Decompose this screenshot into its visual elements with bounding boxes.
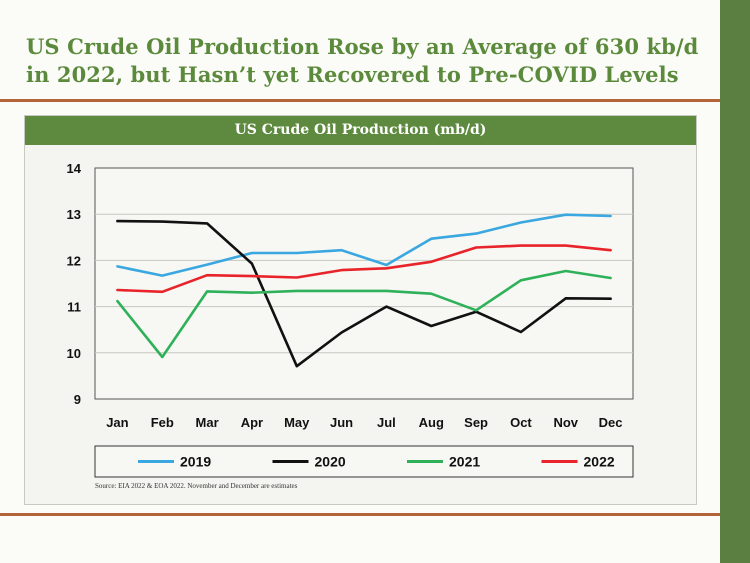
x-tick-label: Apr <box>241 415 263 430</box>
x-tick-label: Mar <box>196 415 219 430</box>
y-tick-label: 13 <box>67 207 81 222</box>
series-line-2019 <box>116 213 612 277</box>
x-tick-label: Nov <box>553 415 578 430</box>
series-line-2021 <box>116 269 612 359</box>
x-tick-label: Jan <box>106 415 128 430</box>
x-tick-label: Sep <box>464 415 488 430</box>
y-tick-label: 12 <box>67 253 81 268</box>
x-tick-label: Feb <box>151 415 174 430</box>
x-tick-label: Dec <box>599 415 623 430</box>
series-line-2020 <box>116 219 612 368</box>
x-tick-label: Aug <box>419 415 444 430</box>
source-note: Source: EIA 2022 & EOA 2022. November an… <box>95 482 298 490</box>
y-tick-label: 14 <box>67 161 82 176</box>
y-tick-label: 10 <box>67 346 81 361</box>
legend-label-2022: 2022 <box>584 454 615 470</box>
plot-area <box>94 167 634 400</box>
x-tick-label: Oct <box>510 415 532 430</box>
x-tick-label: May <box>284 415 310 430</box>
y-tick-label: 9 <box>74 392 81 407</box>
legend-label-2020: 2020 <box>315 454 346 470</box>
series-line-2022 <box>116 244 612 294</box>
chart-title: US Crude Oil Production (mb/d) <box>25 116 696 145</box>
side-accent-bar <box>720 0 750 563</box>
x-tick-label: Jun <box>330 415 353 430</box>
legend-label-2021: 2021 <box>449 454 480 470</box>
y-tick-label: 11 <box>67 300 81 315</box>
legend-label-2019: 2019 <box>180 454 211 470</box>
slide-headline: US Crude Oil Production Rose by an Avera… <box>26 34 699 87</box>
bottom-divider <box>0 513 720 516</box>
x-tick-label: Jul <box>377 415 396 430</box>
top-divider <box>0 99 720 102</box>
